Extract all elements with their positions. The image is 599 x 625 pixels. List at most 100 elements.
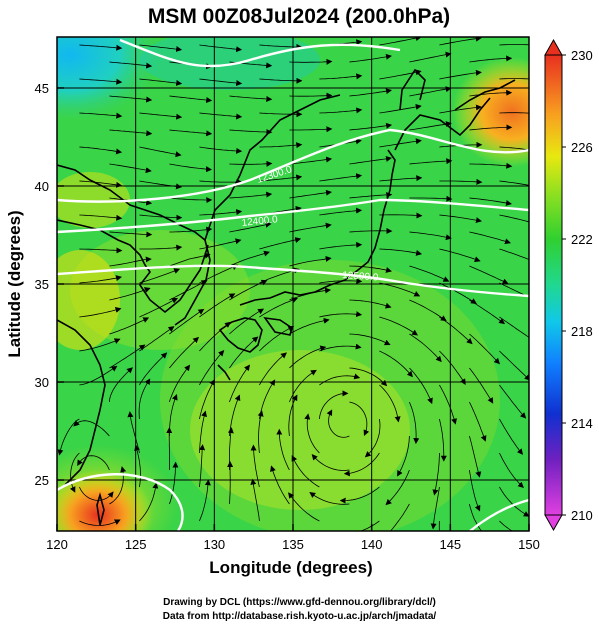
streamline [77,455,110,471]
streamline [259,142,303,149]
streamline [469,197,512,206]
x-tick-label: 135 [282,537,304,552]
streamline [199,44,243,53]
streamline [319,207,363,216]
streamline [288,394,298,437]
colorbar-tick-label: 222 [571,232,593,247]
streamline [499,180,529,186]
streamline [469,89,513,97]
y-tick-label: 40 [35,179,49,194]
streamline [199,78,243,86]
streamline [259,77,303,84]
streamline [499,350,529,381]
streamline [259,174,303,182]
streamline [199,444,206,488]
streamline [259,43,303,50]
streamline [409,86,452,97]
y-axis-ticks: 25 30 35 40 45 [35,81,64,488]
streamline [229,221,272,233]
streamline [139,146,182,158]
streamline [229,364,251,403]
streamline [250,478,260,522]
streamline [343,452,380,477]
streamline [379,138,422,148]
streamline [432,453,440,496]
x-tick-label: 120 [46,537,68,552]
streamline [229,95,273,102]
y-axis-label: Latitude (degrees) [5,210,24,357]
streamline [359,520,380,531]
streamline [199,112,243,120]
y-tick-label: 25 [35,473,49,488]
streamline [319,311,363,318]
streamline [79,214,123,221]
streamline [229,250,270,267]
streamline [169,129,213,137]
streamline [499,248,529,260]
streamline [169,197,213,204]
streamline [349,227,393,234]
colorbar: 230 226 222 218 214 210 [544,38,593,532]
streamline [109,163,152,174]
streamline [139,268,181,284]
warm-core-southwest [57,470,153,531]
streamline [385,469,410,506]
streamline [259,352,287,386]
streamline [304,413,320,454]
streamline [379,316,419,336]
colorbar-tick-label: 230 [571,48,593,63]
streamline [169,461,179,505]
streamline [469,55,513,63]
x-tick-label: 130 [203,537,225,552]
streamline [409,333,442,363]
streamline [409,121,452,131]
streamline [469,469,481,512]
streamline [469,265,509,285]
cool-area-northwest [57,37,160,120]
streamline [439,282,477,304]
y-tick-label: 45 [35,81,49,96]
streamline [439,178,483,185]
warm-core-northeast [452,57,529,167]
streamline [289,189,332,199]
y-tick-label: 30 [35,375,49,390]
streamline [409,158,453,165]
streamline [439,316,473,345]
streamline [169,163,212,173]
contour-line [119,38,401,68]
colorbar-tick-label: 218 [571,324,593,339]
streamline [430,486,440,530]
streamline [499,282,529,298]
credit-drawing: Drawing by DCL (https://www.gfd-dennou.o… [163,597,436,608]
streamline [229,129,273,136]
streamline [276,428,290,471]
streamline [259,111,303,118]
streamline [439,37,482,46]
x-tick-label: 125 [125,537,147,552]
streamline [390,503,410,531]
streamline [139,244,183,251]
streamline [499,418,524,455]
streamline [169,95,213,103]
streamline [229,279,268,301]
streamline [169,336,200,369]
streamline [469,503,483,531]
streamline [499,78,529,80]
y-tick-label: 35 [35,277,49,292]
streamline [199,179,243,186]
streamline [289,92,333,99]
streamline [379,175,423,182]
streamline [109,95,153,103]
x-axis-ticks: 120 125 130 135 140 145 150 [46,524,540,552]
streamline [79,486,114,501]
streamline [139,214,183,221]
streamline [409,401,420,445]
contour-label: 12500.0 [342,270,379,284]
streamline [79,146,123,155]
streamline [309,492,350,505]
streamline [439,69,482,80]
streamline [79,307,122,318]
streamline [79,275,122,284]
streamline [289,255,332,267]
streamline [199,209,243,216]
